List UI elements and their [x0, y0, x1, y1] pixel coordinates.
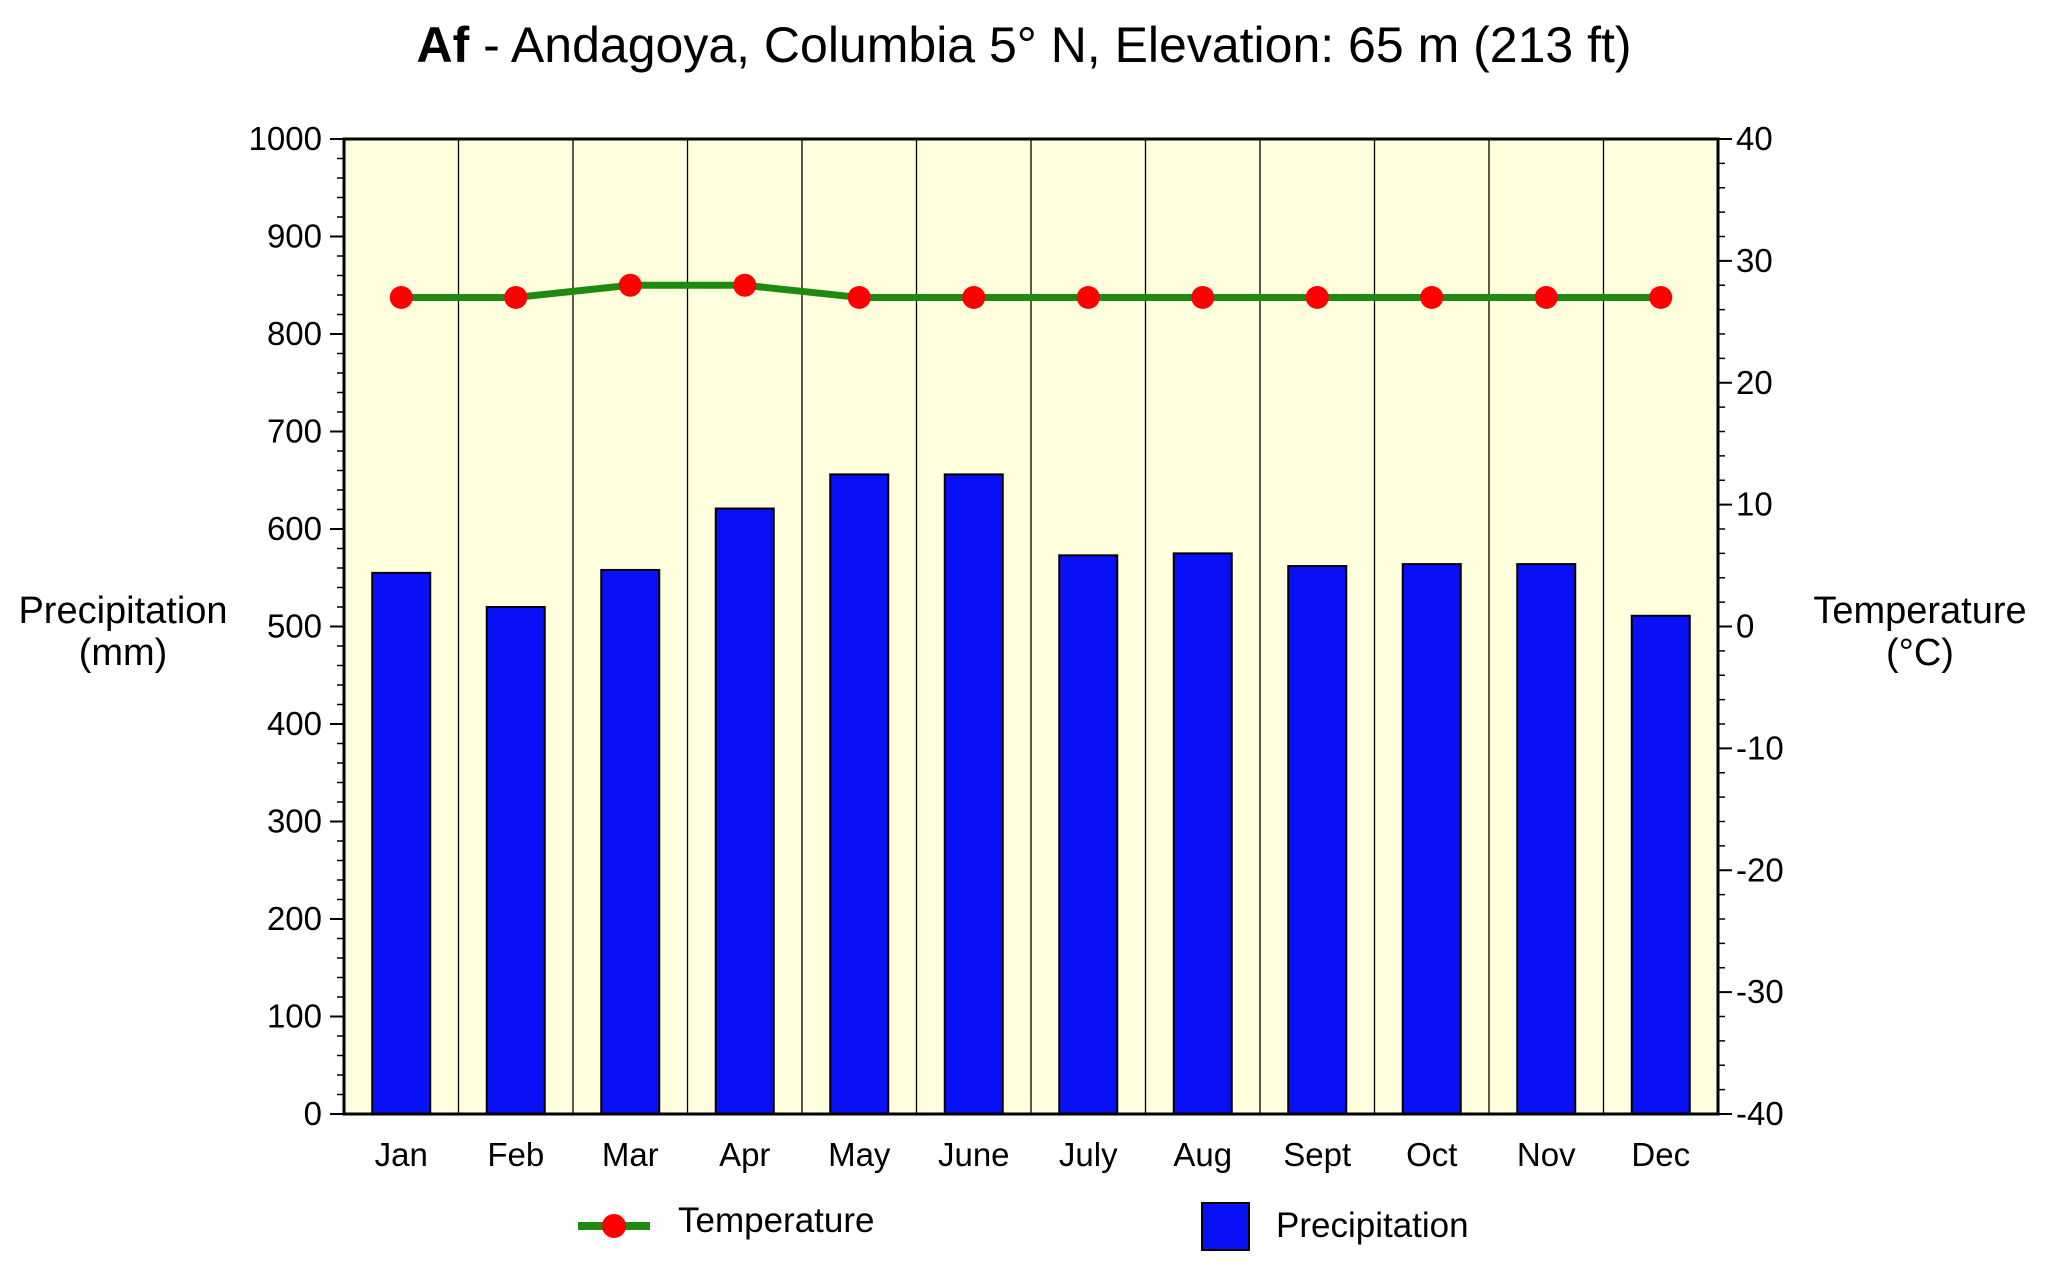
- left-tick-label: 300: [267, 803, 322, 840]
- precipitation-bar-apr: [714, 507, 775, 1115]
- temperature-point-oct: [1420, 285, 1444, 309]
- month-label-mar: Mar: [602, 1136, 659, 1173]
- plot-area: 01002003004005006007008009001000-40-30-2…: [18, 120, 2026, 1173]
- right-tick-label: -30: [1736, 973, 1784, 1010]
- left-axis-title-line: Precipitation: [18, 590, 227, 632]
- precipitation-bar-may: [829, 473, 890, 1115]
- right-tick-label: -40: [1736, 1095, 1784, 1132]
- right-tick-label: 0: [1736, 608, 1754, 645]
- precipitation-bar-june: [943, 473, 1004, 1115]
- month-label-nov: Nov: [1517, 1136, 1576, 1173]
- right-tick-label: 40: [1736, 120, 1773, 157]
- right-tick-label: -10: [1736, 729, 1784, 766]
- precipitation-bar-jan: [371, 571, 432, 1115]
- temperature-point-mar: [618, 273, 642, 297]
- left-tick-label: 900: [267, 218, 322, 255]
- precipitation-bar-july: [1058, 554, 1119, 1115]
- month-label-aug: Aug: [1173, 1136, 1232, 1173]
- left-tick-label: 200: [267, 900, 322, 937]
- temperature-point-feb: [504, 285, 528, 309]
- right-tick-label: -20: [1736, 851, 1784, 888]
- chart-title-code: Af: [416, 17, 469, 73]
- temperature-point-sept: [1305, 285, 1329, 309]
- temperature-point-june: [962, 285, 986, 309]
- temperature-point-nov: [1534, 285, 1558, 309]
- month-label-june: June: [938, 1136, 1010, 1173]
- right-tick-label: 20: [1736, 364, 1773, 401]
- right-tick-label: 10: [1736, 486, 1773, 523]
- left-tick-label: 0: [304, 1095, 322, 1132]
- left-tick-label: 400: [267, 705, 322, 742]
- legend-temperature-label: Temperature: [678, 1201, 874, 1240]
- chart-title-rest: - Andagoya, Columbia 5° N, Elevation: 65…: [469, 17, 1631, 73]
- temperature-line: [401, 281, 1661, 301]
- month-label-oct: Oct: [1406, 1136, 1457, 1173]
- legend-precipitation-swatch: [1201, 1202, 1250, 1251]
- month-label-july: July: [1059, 1136, 1118, 1173]
- temperature-point-may: [847, 285, 871, 309]
- left-tick-label: 800: [267, 315, 322, 352]
- temperature-point-aug: [1191, 285, 1215, 309]
- precipitation-bar-mar: [600, 568, 661, 1115]
- month-label-sept: Sept: [1283, 1136, 1351, 1173]
- left-tick-label: 500: [267, 608, 322, 645]
- month-label-dec: Dec: [1631, 1136, 1690, 1173]
- precipitation-bar-nov: [1516, 563, 1577, 1115]
- precipitation-bar-aug: [1172, 552, 1233, 1115]
- month-label-apr: Apr: [719, 1136, 770, 1173]
- precipitation-bar-dec: [1630, 614, 1691, 1116]
- month-label-jan: Jan: [375, 1136, 428, 1173]
- right-axis-title: Temperature (°C): [1813, 590, 2026, 674]
- month-label-may: May: [828, 1136, 891, 1173]
- temperature-point-dec: [1649, 285, 1673, 309]
- legend-temperature-marker: [602, 1214, 626, 1238]
- left-tick-label: 700: [267, 413, 322, 450]
- temperature-point-apr: [733, 273, 757, 297]
- left-tick-label: 1000: [249, 120, 322, 157]
- legend-precipitation-label: Precipitation: [1276, 1206, 1469, 1245]
- legend: Temperature Precipitation: [578, 1201, 1469, 1251]
- temperature-point-july: [1076, 285, 1100, 309]
- right-tick-label: 30: [1736, 242, 1773, 279]
- chart-title: Af - Andagoya, Columbia 5° N, Elevation:…: [416, 17, 1631, 73]
- left-axis-title: Precipitation (mm): [18, 590, 227, 674]
- right-axis-title-line: (°C): [1886, 632, 1954, 674]
- precipitation-bar-sept: [1287, 565, 1348, 1115]
- right-axis-title-line: Temperature: [1813, 590, 2026, 632]
- left-tick-label: 100: [267, 998, 322, 1035]
- temperature-point-jan: [389, 285, 413, 309]
- month-label-feb: Feb: [487, 1136, 544, 1173]
- left-tick-label: 600: [267, 510, 322, 547]
- precipitation-bar-feb: [485, 606, 546, 1115]
- left-axis-title-line: (mm): [79, 632, 168, 674]
- precipitation-bar-oct: [1401, 563, 1462, 1115]
